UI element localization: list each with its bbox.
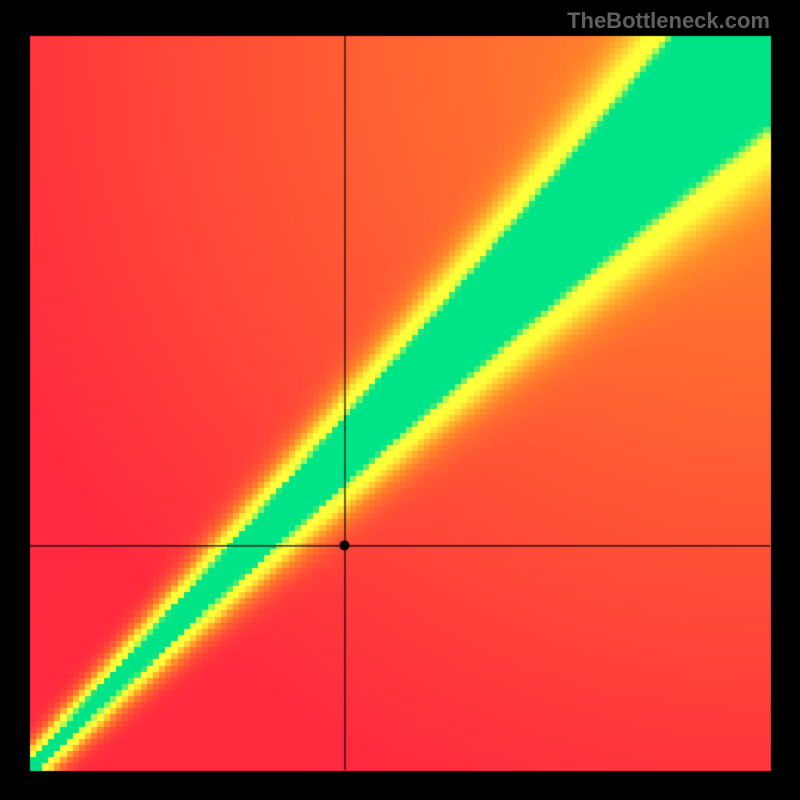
watermark: TheBottleneck.com	[567, 8, 770, 34]
overlay-crosshair	[0, 0, 800, 800]
